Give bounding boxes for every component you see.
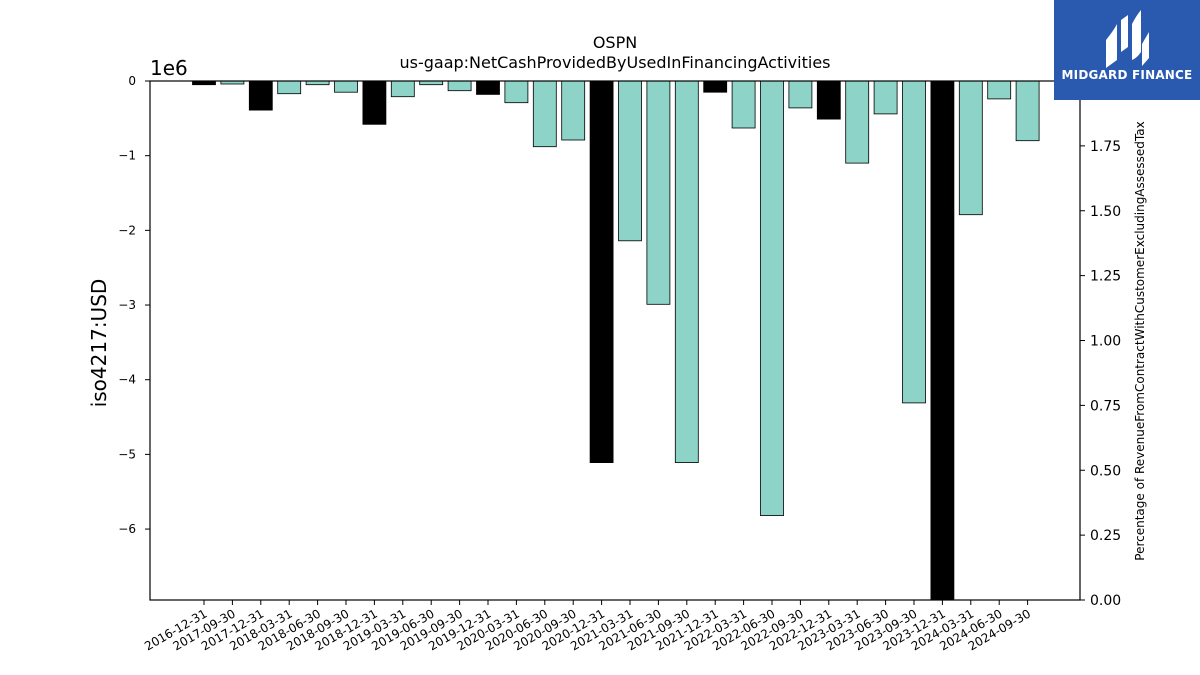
logo-text: MIDGARD FINANCE — [1061, 68, 1193, 82]
bar-2021-03-31 — [618, 80, 642, 242]
bar-2020-03-31 — [504, 80, 529, 104]
y2-axis-label: Percentage of RevenueFromContractWithCus… — [1133, 121, 1147, 560]
chart-title: OSPN — [593, 33, 637, 52]
logo-mark-icon — [1106, 10, 1149, 68]
bar-2018-12-31 — [362, 80, 387, 125]
plot-frame — [149, 80, 1081, 601]
bar-2023-03-31 — [845, 80, 870, 164]
y-tick-label: −3 — [118, 298, 136, 312]
y2-tick-label: 1.75 — [1090, 139, 1121, 155]
bar-2018-03-31 — [277, 80, 302, 95]
y2-tick-label: 0.50 — [1090, 463, 1121, 479]
bar-2018-09-30 — [334, 80, 358, 93]
y-tick-label: −4 — [118, 373, 136, 387]
bar-2022-12-31 — [816, 80, 841, 120]
y2-tick-label: 0.25 — [1090, 528, 1121, 544]
bar-2021-06-30 — [646, 80, 671, 305]
y2-tick-label: 1.50 — [1090, 204, 1121, 220]
bar-2019-12-31 — [476, 80, 500, 95]
bar-2017-12-31 — [248, 80, 273, 111]
bar-2020-09-30 — [561, 80, 586, 141]
y2-tick-label: 0.00 — [1090, 593, 1121, 609]
y2-tick-label: 1.25 — [1090, 269, 1121, 285]
y-tick-label: −1 — [118, 149, 136, 163]
chart-subtitle: us-gaap:NetCashProvidedByUsedInFinancing… — [399, 53, 830, 72]
bar-2023-06-30 — [873, 80, 898, 115]
y-tick-label: 0 — [128, 74, 136, 88]
bar-2019-09-30 — [447, 80, 472, 92]
bar-2024-03-31 — [958, 80, 983, 216]
y-tick-label: −2 — [118, 223, 136, 237]
bar-2024-06-30 — [987, 80, 1012, 100]
midgard-finance-logo: MIDGARD FINANCE — [1054, 0, 1200, 100]
y-axis-label: iso4217:USD — [87, 279, 111, 408]
bar-2022-06-30 — [760, 80, 784, 517]
bar-2019-03-31 — [390, 80, 415, 98]
bar-2020-06-30 — [532, 80, 557, 148]
bar-2023-12-31 — [930, 80, 955, 601]
y-tick-label: −6 — [118, 522, 136, 536]
bar-2021-12-31 — [703, 80, 728, 93]
bar-2022-09-30 — [788, 80, 813, 109]
y2-tick-label: 0.75 — [1090, 398, 1121, 414]
bar-2021-09-30 — [674, 80, 699, 464]
y-multiplier-label: 1e6 — [150, 56, 188, 80]
bar-2020-12-31 — [589, 80, 614, 464]
y-tick-label: −5 — [118, 447, 136, 461]
bar-2024-09-30 — [1015, 80, 1040, 142]
y2-tick-label: 1.00 — [1090, 334, 1121, 350]
bar-2023-09-30 — [902, 80, 926, 404]
bar-2022-03-31 — [731, 80, 756, 129]
